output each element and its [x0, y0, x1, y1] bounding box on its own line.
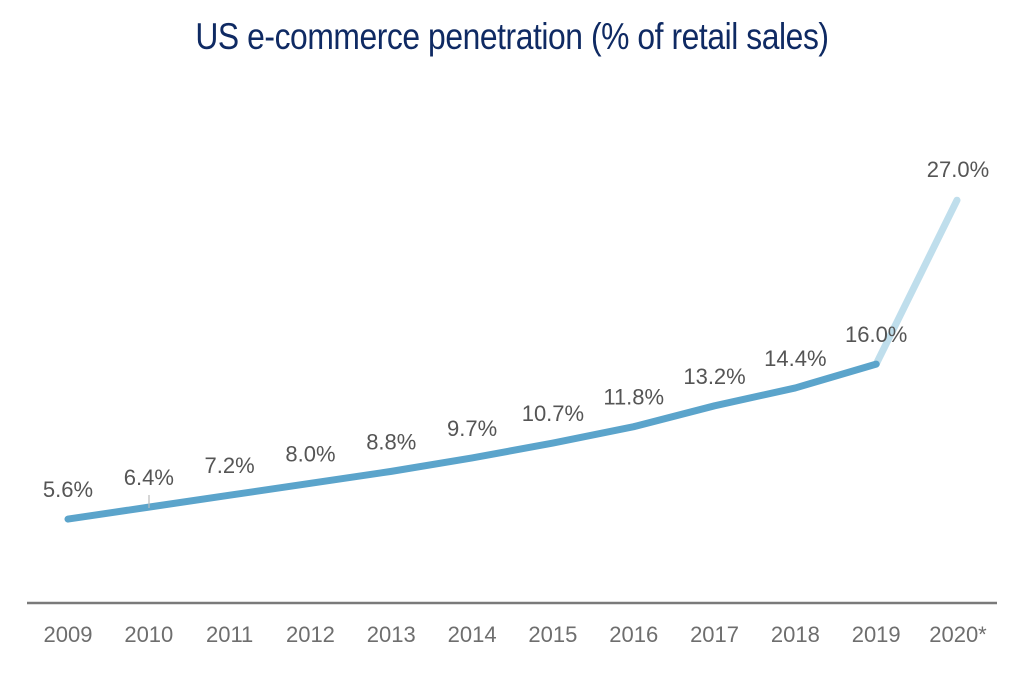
data-label-2019: 16.0%	[845, 322, 907, 347]
x-tick-label-2019: 2019	[852, 622, 901, 647]
x-tick-label-2018: 2018	[771, 622, 820, 647]
data-label-2020: 27.0%	[927, 157, 989, 182]
x-tick-label-2020: 2020*	[929, 622, 987, 647]
x-tick-label-2014: 2014	[448, 622, 497, 647]
data-label-2009: 5.6%	[43, 477, 93, 502]
x-tick-label-2011: 2011	[206, 622, 253, 647]
data-label-2012: 8.0%	[285, 441, 335, 466]
data-label-2011: 7.2%	[205, 453, 255, 478]
x-tick-label-2017: 2017	[690, 622, 739, 647]
x-tick-label-2012: 2012	[286, 622, 335, 647]
x-tick-label-2009: 2009	[44, 622, 93, 647]
x-tick-label-2010: 2010	[124, 622, 173, 647]
series-line-actual	[64, 360, 880, 523]
chart-title: US e-commerce penetration (% of retail s…	[195, 16, 829, 57]
data-label-2010: 6.4%	[124, 465, 174, 490]
data-label-2014: 9.7%	[447, 416, 497, 441]
data-label-2018: 14.4%	[764, 346, 826, 371]
x-axis-ticks: 2009 2010 2011 2012 2013 2014 2015 2016 2017 2018…	[44, 622, 988, 647]
series-line-projected	[872, 196, 961, 368]
data-label-2013: 8.8%	[366, 429, 416, 454]
data-label-2016: 11.8%	[603, 385, 664, 410]
x-tick-label-2015: 2015	[528, 622, 577, 647]
x-tick-label-2016: 2016	[609, 622, 658, 647]
data-label-2015: 10.7%	[522, 401, 584, 426]
data-labels: 5.6% 6.4% 7.2% 8.0% 8.8% 9.7% 10.7% 11.8% 13.2% 1…	[43, 157, 989, 502]
x-tick-label-2013: 2013	[367, 622, 416, 647]
data-label-2017: 13.2%	[683, 364, 745, 389]
series-layer	[64, 196, 961, 523]
